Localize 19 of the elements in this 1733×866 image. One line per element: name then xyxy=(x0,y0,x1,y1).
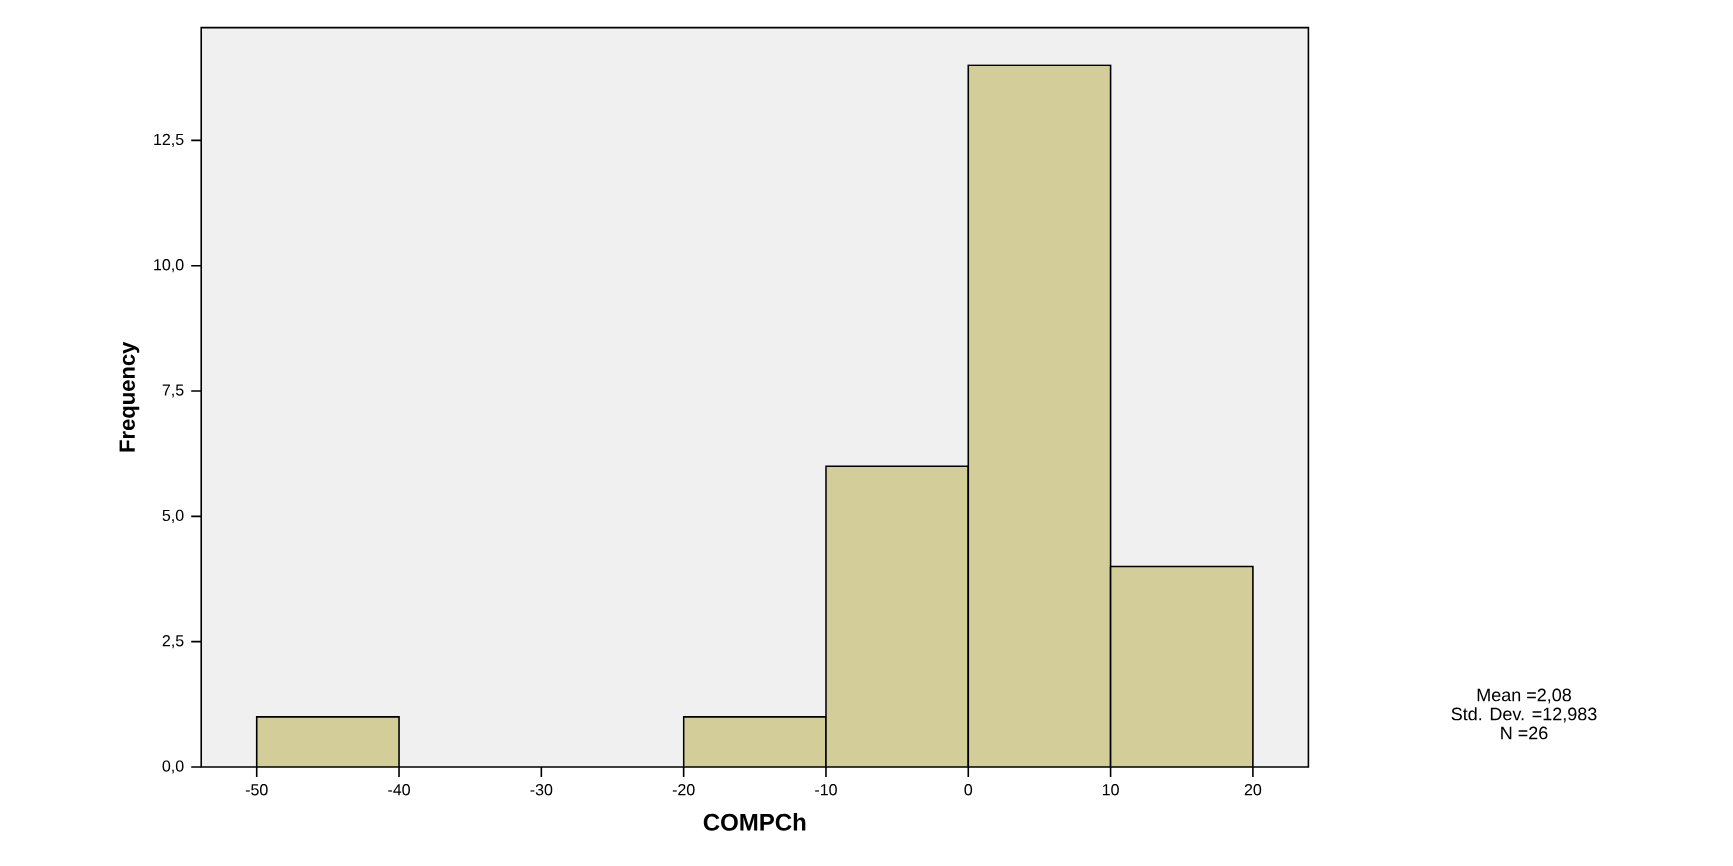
y-axis-title: Frequency xyxy=(119,341,140,452)
x-tick-label: -50 xyxy=(245,784,268,796)
text: Std. Dev. =12,983 xyxy=(1451,707,1597,723)
text: Mean =2,08 xyxy=(1477,688,1571,704)
y-tick-label: 12,5 xyxy=(154,133,184,147)
y-tick-label: 2,5 xyxy=(162,635,184,649)
x-tick-label: 0 xyxy=(964,784,973,796)
x-tick-label: -30 xyxy=(530,784,553,796)
x-tick-label: -20 xyxy=(672,784,695,796)
x-axis-title: COMPCh xyxy=(703,813,806,831)
text: N =26 xyxy=(1501,726,1548,740)
y-tick-label: 0,0 xyxy=(162,760,184,774)
y-tick-label: 10,0 xyxy=(154,259,184,273)
y-tick-label: 7,5 xyxy=(162,384,184,398)
y-tick-label: 5,0 xyxy=(162,509,184,523)
x-tick-label: 10 xyxy=(1102,784,1119,796)
x-tick-label: -40 xyxy=(388,784,410,796)
x-tick-label: -10 xyxy=(815,784,837,796)
x-tick-label: 20 xyxy=(1244,784,1262,796)
